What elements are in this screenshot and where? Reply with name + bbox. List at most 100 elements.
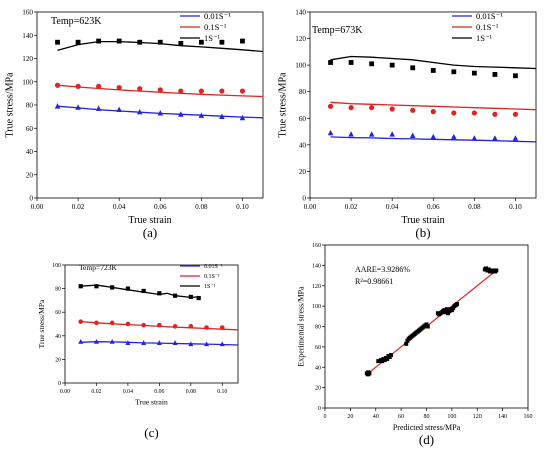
data-point-triangle: [116, 106, 122, 113]
temperature-annotation: Temp=623K: [51, 16, 102, 27]
data-point-square: [188, 294, 193, 299]
panel-b: 0.00 0.02 0.04 0.06 0.08 0.10 0 20 40 60 80 100 120 1…: [277, 9, 537, 240]
y-tick-label: 40: [55, 334, 61, 340]
legend-label: 0.1S⁻¹: [204, 274, 220, 280]
x-tick-label: 40: [373, 414, 379, 420]
legend-label: 0.01S⁻¹: [204, 264, 223, 270]
data-point-circle: [451, 110, 457, 116]
data-point-square: [178, 40, 184, 46]
y-axis-label: True stress/MPa: [277, 72, 288, 137]
data-point-square: [385, 357, 390, 362]
y-tick-label: 160: [312, 243, 321, 249]
data-point-circle: [116, 84, 122, 91]
y-tick-label: 40: [315, 365, 321, 371]
legend-label: 1S⁻¹: [476, 33, 492, 43]
data-point-circle: [75, 83, 81, 89]
x-tick-label: 0.10: [509, 203, 522, 211]
x-tick-label: 0.02: [345, 203, 358, 211]
y-tick-label: 100: [312, 304, 321, 310]
series-0: [54, 103, 263, 121]
data-point-triangle: [327, 129, 334, 136]
y-axis-label: Experimental stress/MPa: [296, 286, 305, 367]
data-point-circle: [94, 320, 99, 326]
data-point-square: [157, 39, 163, 45]
data-point-square: [125, 286, 131, 291]
scatter-layer: [364, 266, 499, 377]
data-point-triangle: [409, 132, 416, 138]
data-point-triangle: [157, 110, 164, 116]
data-point-square: [513, 73, 518, 79]
data-point-triangle: [471, 135, 478, 141]
series-1: [78, 319, 238, 331]
data-point-square: [376, 359, 381, 364]
x-tick-label: 0.06: [154, 389, 164, 395]
panel-c: 0.00 0.02 0.04 0.06 0.08 0.10 0 20 40 60 80 100 True…: [37, 263, 239, 440]
y-tick-label: 0: [58, 381, 61, 387]
data-point-triangle: [141, 340, 147, 345]
y-tick-label: 60: [299, 115, 307, 123]
legend-label: 1S⁻¹: [204, 33, 220, 43]
data-point-circle: [389, 106, 395, 112]
data-point-circle: [348, 105, 354, 111]
r-squared-annotation: R²=0.98661: [355, 277, 393, 286]
data-point-circle: [137, 86, 143, 92]
data-point-circle: [239, 88, 246, 94]
data-point-square: [157, 291, 162, 296]
y-tick-label: 60: [315, 345, 321, 351]
data-point-square: [219, 39, 225, 45]
y-tick-label: 120: [312, 284, 321, 290]
legend-label: 0.01S⁻¹: [476, 11, 503, 21]
series-0: [327, 129, 536, 143]
y-tick-label: 60: [26, 125, 34, 133]
fitted-curve: [330, 101, 536, 111]
x-tick-label: 0.10: [217, 389, 227, 395]
data-point-circle: [512, 111, 519, 117]
legend-label: 1S⁻¹: [204, 284, 216, 290]
y-tick-label: 80: [299, 88, 307, 96]
data-point-circle: [204, 325, 209, 330]
data-point-square: [444, 307, 449, 312]
data-point-circle: [78, 319, 84, 324]
data-point-square: [348, 60, 354, 65]
data-point-square: [494, 268, 499, 273]
x-tick-label: 0.04: [113, 203, 126, 211]
y-tick-label: 20: [26, 171, 34, 179]
data-point-triangle: [368, 131, 375, 137]
data-point-square: [451, 69, 457, 75]
y-tick-label: 140: [312, 263, 321, 269]
x-tick-label: 0.04: [386, 203, 399, 211]
y-axis-label: True stress/MPa: [37, 299, 46, 348]
data-point-square: [486, 267, 491, 272]
x-tick-label: 0.04: [123, 389, 133, 395]
panel-label: (c): [144, 425, 158, 440]
data-point-square: [451, 306, 456, 311]
y-tick-label: 20: [299, 168, 307, 176]
data-point-circle: [219, 325, 225, 330]
legend-label: 0.1S⁻¹: [476, 22, 499, 32]
data-point-triangle: [348, 131, 354, 137]
data-point-square: [430, 68, 436, 73]
y-tick-label: 140: [22, 32, 33, 40]
data-point-square: [380, 359, 385, 364]
x-tick-label: 160: [524, 414, 533, 420]
panel-a: 0.00 0.02 0.04 0.06 0.08 0.10 0 20 40 60 80 100 120 1…: [4, 9, 264, 240]
data-point-square: [449, 308, 454, 313]
fitted-curve: [330, 136, 536, 143]
data-point-triangle: [219, 341, 225, 347]
data-point-triangle: [204, 341, 210, 347]
data-point-square: [404, 341, 409, 346]
x-tick-label: 0.10: [236, 203, 249, 211]
y-tick-label: 0: [318, 406, 321, 412]
panel-d: 0 20 40 60 80 100 120 140 160 0 20 40 60 80 100 120 140 1…: [296, 243, 532, 447]
data-point-circle: [188, 324, 194, 329]
data-point-square: [75, 39, 81, 45]
series-2: [55, 38, 263, 53]
series-1: [327, 101, 536, 117]
data-point-triangle: [512, 135, 519, 141]
x-tick-label: 0.08: [468, 203, 481, 211]
data-point-square: [484, 266, 489, 271]
data-point-square: [446, 311, 451, 316]
data-point-triangle: [93, 339, 99, 344]
data-point-circle: [54, 82, 61, 88]
